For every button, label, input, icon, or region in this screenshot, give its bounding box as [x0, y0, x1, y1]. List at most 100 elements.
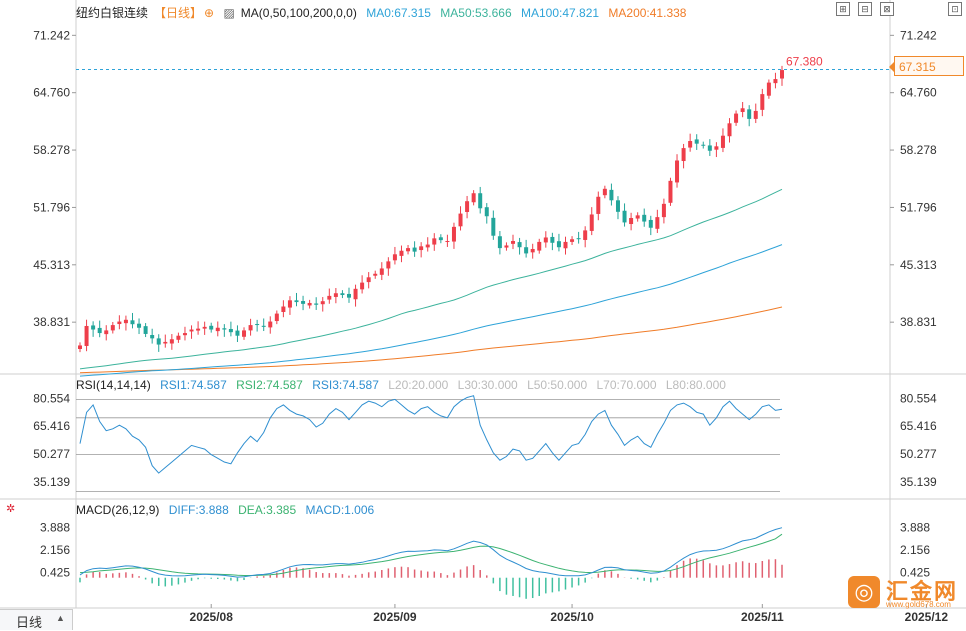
candle-body [117, 321, 122, 325]
candle-body [583, 230, 588, 240]
candle-body [740, 108, 745, 112]
candle-body [694, 139, 699, 144]
time-tick-label: 2025/10 [550, 610, 594, 624]
candle-body [274, 313, 279, 322]
candle-body [182, 333, 187, 336]
price-tick-label: 58.278 [33, 143, 70, 157]
caret-up-icon: ▲ [56, 613, 65, 623]
candle-body [576, 238, 581, 240]
main-legend: 纽约白银连续 【日线】 ⊕ ▨ MA(0,50,100,200,0,0) MA0:67… [76, 4, 692, 21]
macd-legend: MACD(26,12,9) DIFF:3.888 DEA:3.385 MACD:… [76, 503, 380, 517]
dea-line [79, 533, 783, 576]
candle-body [150, 335, 155, 339]
high-marker-label: 67.380 [786, 55, 823, 69]
candle-body [707, 145, 712, 151]
fullscreen-icon[interactable]: ⊠ [880, 2, 894, 16]
candle-body [760, 94, 765, 110]
price-tick-label: 51.796 [900, 200, 937, 214]
diff-value: DIFF:3.888 [168, 503, 229, 517]
rsi1-value: RSI1:74.587 [160, 378, 227, 392]
price-tick-label: 51.796 [33, 200, 70, 214]
macd-pane [79, 527, 783, 599]
candle-body [642, 214, 647, 222]
zoom-in-icon[interactable]: ⊞ [836, 2, 850, 16]
candle-body [222, 328, 227, 330]
candle-body [110, 325, 115, 331]
candle-body [681, 148, 686, 162]
watermark-name: 汇金网 [886, 579, 959, 604]
zoom-out-icon[interactable]: ⊟ [858, 2, 872, 16]
candle-body [655, 217, 660, 229]
indicator-settings-icon[interactable]: ▨ [223, 6, 235, 20]
l20-value: L20:20.000 [388, 378, 449, 392]
candle-body [701, 144, 706, 146]
settings-icon[interactable]: ⊡ [948, 2, 962, 16]
rsi2-value: RSI2:74.587 [236, 378, 303, 392]
candle-body [471, 193, 476, 203]
rsi-label[interactable]: RSI(14,14,14) [76, 378, 151, 392]
macd-label[interactable]: MACD(26,12,9) [76, 503, 160, 517]
candle-body [602, 188, 607, 196]
timeframe-label: 日线 [16, 615, 43, 630]
time-tick-label: 2025/11 [741, 610, 784, 624]
candle-body [301, 301, 306, 304]
rsi-tick-label: 80.554 [33, 391, 70, 405]
candle-body [366, 277, 371, 283]
candle-body [747, 109, 752, 119]
candle-body [406, 248, 411, 252]
candle-body [766, 82, 771, 96]
candle-body [340, 293, 345, 296]
candle-body [209, 325, 214, 330]
price-tick-label: 58.278 [900, 143, 937, 157]
l80-value: L80:80.000 [665, 378, 726, 392]
l50-value: L50:50.000 [527, 378, 588, 392]
macd-tick-label: 0.425 [40, 565, 70, 579]
candle-body [425, 244, 430, 248]
candle-body [753, 110, 758, 119]
period-tag[interactable]: 【日线】 [154, 6, 203, 20]
candle-body [255, 324, 260, 326]
candle-body [563, 241, 568, 249]
ma200-line [79, 306, 783, 374]
dea-value: DEA:3.385 [238, 503, 297, 517]
ma-label[interactable]: MA(0,50,100,200,0,0) [240, 6, 357, 20]
rsi-line [79, 395, 783, 474]
price-tick-label: 45.313 [900, 258, 937, 272]
timeframe-selector[interactable]: 日线 ▲ [0, 609, 73, 630]
ma50-value: MA50:53.666 [440, 6, 512, 20]
candle-body [294, 300, 299, 303]
candle-body [156, 338, 161, 345]
rsi-pane [79, 395, 783, 474]
candle-body [550, 236, 555, 243]
macd-value: MACD:1.006 [305, 503, 375, 517]
add-indicator-icon[interactable]: ⊕ [204, 6, 215, 20]
candle-body [104, 330, 109, 335]
candle-body [615, 200, 620, 212]
price-tick-label: 38.831 [900, 315, 937, 329]
candle-body [570, 239, 575, 242]
candle-body [346, 293, 351, 298]
candle-body [307, 302, 312, 306]
candle-body [91, 325, 96, 330]
rsi3-value: RSI3:74.587 [312, 378, 379, 392]
candle-body [84, 325, 89, 346]
candle-body [169, 339, 174, 344]
macd-settings-icon[interactable]: ✲ [6, 503, 16, 515]
candle-body [379, 268, 384, 275]
rsi-tick-label: 35.139 [33, 475, 70, 489]
candle-body [392, 254, 397, 261]
candle-body [484, 207, 489, 217]
candle-body [714, 146, 719, 150]
candle-body [399, 250, 404, 256]
candle-body [668, 180, 673, 203]
price-tick-label: 71.242 [900, 28, 937, 42]
watermark-icon: ◎ [848, 576, 880, 608]
candle-body [189, 329, 194, 332]
candle-body [373, 273, 378, 276]
rsi-tick-label: 50.277 [33, 447, 70, 461]
watermark-logo: ◎ 汇金网 www.gold678.com [842, 572, 962, 614]
macd-tick-label: 3.888 [900, 521, 930, 535]
price-tick-label: 64.760 [900, 86, 937, 100]
